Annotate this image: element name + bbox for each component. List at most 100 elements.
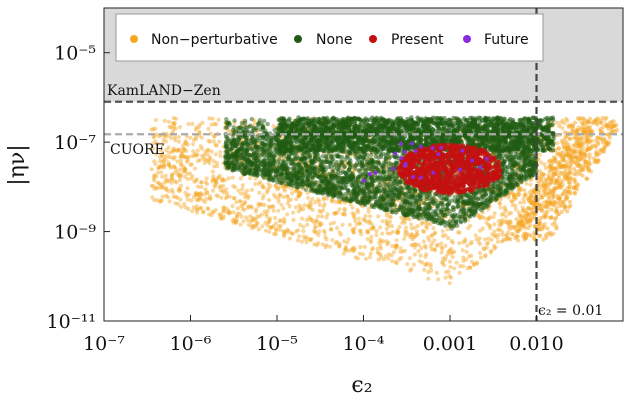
data-point-non-perturbative (358, 228, 363, 233)
data-point-non-perturbative (400, 249, 405, 254)
data-point-non-perturbative (514, 217, 519, 222)
data-point-non-perturbative (333, 199, 339, 205)
data-point-non-perturbative (567, 156, 572, 161)
data-point-non-perturbative (152, 159, 157, 164)
data-point-non-perturbative (218, 216, 223, 221)
data-point-non-perturbative (493, 245, 498, 250)
data-point-non-perturbative (409, 226, 414, 231)
data-point-non-perturbative (424, 224, 429, 229)
data-point-non-perturbative (185, 142, 190, 147)
data-point-non-perturbative (543, 165, 548, 171)
data-point-non-perturbative (192, 179, 197, 184)
data-point-non-perturbative (368, 240, 373, 245)
data-point-non-perturbative (365, 230, 370, 235)
data-point-non-perturbative (605, 141, 610, 146)
data-point-non-perturbative (176, 188, 181, 193)
data-point-non-perturbative (511, 192, 516, 197)
data-point-non-perturbative (256, 201, 261, 206)
data-point-non-perturbative (150, 195, 155, 200)
data-point-non-perturbative (155, 170, 160, 175)
data-point-non-perturbative (591, 119, 596, 125)
data-point-non-perturbative (399, 215, 404, 220)
data-point-non-perturbative (207, 212, 212, 217)
data-point-non-perturbative (537, 218, 542, 223)
data-point-non-perturbative (503, 219, 508, 224)
data-point-non-perturbative (279, 202, 284, 207)
data-point-non-perturbative (598, 127, 603, 132)
data-point-non-perturbative (265, 188, 270, 193)
data-point-non-perturbative (162, 118, 167, 123)
data-point-non-perturbative (178, 183, 184, 188)
data-point-non-perturbative (195, 193, 200, 198)
data-point-non-perturbative (235, 206, 240, 211)
data-point-non-perturbative (199, 180, 204, 185)
data-point-non-perturbative (496, 218, 501, 224)
data-point-non-perturbative (522, 188, 527, 193)
data-point-non-perturbative (277, 192, 283, 197)
data-point-non-perturbative (568, 191, 573, 196)
data-point-non-perturbative (238, 222, 243, 227)
data-point-non-perturbative (217, 212, 222, 217)
data-point-non-perturbative (361, 217, 366, 222)
data-point-non-perturbative (215, 176, 220, 181)
data-point-non-perturbative (497, 227, 502, 232)
data-point-non-perturbative (152, 174, 157, 179)
data-point-non-perturbative (337, 241, 342, 247)
data-point-non-perturbative (255, 221, 260, 226)
data-point-non-perturbative (472, 262, 477, 267)
data-point-non-perturbative (169, 180, 174, 185)
data-point-non-perturbative (508, 210, 514, 215)
data-point-non-perturbative (176, 147, 181, 153)
data-point-non-perturbative (214, 122, 219, 127)
data-point-non-perturbative (328, 227, 334, 232)
data-point-non-perturbative (516, 186, 522, 192)
data-point-non-perturbative (504, 219, 509, 224)
data-point-non-perturbative (375, 250, 380, 255)
data-point-non-perturbative (301, 234, 306, 239)
data-point-non-perturbative (194, 204, 199, 209)
data-point-non-perturbative (186, 121, 191, 127)
data-point-non-perturbative (166, 145, 171, 150)
data-point-non-perturbative (442, 263, 447, 268)
data-point-non-perturbative (376, 257, 381, 262)
data-point-non-perturbative (405, 262, 410, 267)
data-point-non-perturbative (213, 179, 218, 184)
data-point-non-perturbative (283, 230, 288, 235)
data-point-non-perturbative (176, 172, 181, 177)
data-point-non-perturbative (205, 190, 210, 195)
data-point-non-perturbative (179, 172, 184, 177)
data-point-non-perturbative (169, 155, 174, 160)
data-point-non-perturbative (419, 221, 424, 227)
data-point-non-perturbative (226, 208, 231, 213)
data-point-non-perturbative (409, 266, 414, 272)
data-point-non-perturbative (276, 224, 281, 229)
data-point-non-perturbative (281, 233, 287, 239)
data-point-non-perturbative (514, 192, 519, 197)
data-point-non-perturbative (558, 159, 563, 164)
data-point-non-perturbative (304, 239, 309, 245)
data-point-non-perturbative (175, 148, 180, 153)
data-point-non-perturbative (160, 194, 165, 199)
data-point-non-perturbative (171, 115, 176, 121)
data-point-non-perturbative (296, 209, 301, 214)
data-point-non-perturbative (593, 158, 598, 163)
data-point-non-perturbative (560, 182, 565, 187)
data-point-non-perturbative (344, 248, 349, 253)
data-point-non-perturbative (182, 154, 187, 159)
data-point-non-perturbative (351, 230, 356, 235)
data-point-non-perturbative (491, 215, 496, 220)
data-point-non-perturbative (211, 174, 216, 179)
data-point-non-perturbative (238, 176, 243, 181)
data-point-non-perturbative (560, 140, 565, 145)
data-point-non-perturbative (231, 210, 236, 215)
data-point-non-perturbative (186, 206, 191, 212)
data-point-non-perturbative (208, 139, 213, 144)
data-point-non-perturbative (166, 133, 171, 138)
data-point-non-perturbative (266, 204, 271, 209)
data-point-non-perturbative (196, 184, 201, 189)
data-point-non-perturbative (167, 163, 172, 169)
data-point-non-perturbative (296, 194, 301, 199)
data-point-non-perturbative (201, 156, 206, 162)
data-point-non-perturbative (388, 215, 393, 220)
data-point-non-perturbative (587, 152, 592, 157)
